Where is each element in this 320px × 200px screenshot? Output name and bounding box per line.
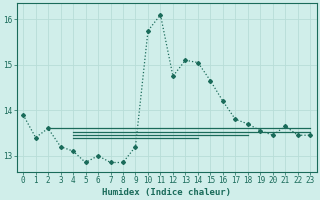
X-axis label: Humidex (Indice chaleur): Humidex (Indice chaleur) (102, 188, 231, 197)
